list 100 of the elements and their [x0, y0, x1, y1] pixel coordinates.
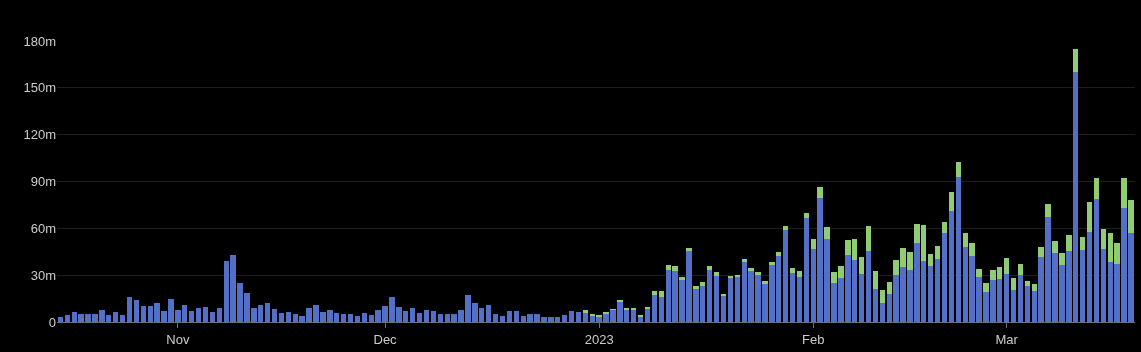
bar [789, 268, 796, 273]
bar [631, 310, 637, 322]
bar [1093, 198, 1100, 322]
bar [934, 259, 941, 322]
bar [1100, 248, 1107, 322]
y-tick-label: 90m [30, 174, 56, 190]
bar [817, 186, 823, 199]
bar [741, 259, 747, 262]
bar [64, 315, 71, 322]
bar [133, 300, 140, 322]
y-tick-label: 60m [30, 220, 56, 236]
bar [264, 302, 271, 322]
bar [803, 218, 810, 322]
bar [976, 268, 982, 277]
bar [782, 226, 789, 231]
bar [637, 314, 644, 317]
bar [140, 305, 147, 322]
bar [1038, 246, 1044, 258]
bar [195, 307, 202, 322]
bar [568, 311, 575, 322]
bar [941, 221, 948, 234]
bar [492, 314, 499, 322]
bar [561, 314, 568, 322]
bar [1031, 284, 1037, 292]
bar [506, 310, 513, 322]
bar [934, 245, 941, 260]
bar [1086, 231, 1093, 322]
y-tick-label: 150m [23, 80, 56, 96]
bar [1045, 204, 1051, 218]
bar [948, 191, 955, 212]
bar [865, 251, 872, 322]
bar [485, 304, 492, 322]
x-tick-label: Mar [995, 331, 1019, 347]
bar [734, 277, 740, 322]
bar [782, 230, 789, 322]
bar [941, 233, 948, 322]
x-tick-label: 2023 [584, 331, 614, 347]
bar [886, 282, 892, 295]
bar [789, 272, 796, 322]
bar [858, 274, 865, 322]
bar [278, 313, 285, 322]
bar [872, 288, 879, 322]
bar [865, 226, 872, 252]
bar [1079, 236, 1086, 250]
bar [734, 275, 740, 278]
bar [686, 248, 692, 252]
y-tick-label: 0 [48, 314, 56, 330]
bar [720, 295, 727, 322]
bar [1017, 264, 1024, 275]
bar [776, 251, 782, 256]
bar [810, 239, 816, 250]
bar [796, 277, 803, 322]
bar [1003, 258, 1010, 274]
bar [879, 303, 886, 322]
y-tick-label: 120m [23, 127, 56, 143]
bar [796, 271, 803, 278]
bar [624, 307, 630, 310]
bar [748, 267, 754, 271]
bar [1010, 290, 1017, 322]
bar [948, 211, 955, 322]
bar [679, 277, 685, 280]
bar [423, 310, 430, 322]
bar [361, 312, 368, 322]
bar [188, 311, 195, 322]
bar [824, 227, 830, 239]
bar [727, 278, 734, 322]
bar [202, 307, 209, 322]
bar [706, 266, 713, 271]
x-tick-label: Dec [373, 331, 398, 347]
bar [658, 291, 665, 297]
y-tick-label: 30m [30, 267, 56, 283]
bar [126, 297, 133, 322]
y-tick-label: 180m [23, 33, 56, 49]
bar [1100, 229, 1107, 249]
bar [513, 310, 519, 322]
bar [762, 280, 768, 284]
bar [347, 314, 354, 322]
bar [879, 290, 886, 304]
bar [693, 285, 699, 289]
x-tick-label: Nov [166, 331, 190, 347]
bar [1059, 252, 1065, 265]
bar [1024, 286, 1031, 322]
bar [57, 317, 64, 322]
bar [983, 283, 989, 292]
x-tick-label: Feb [802, 331, 825, 347]
bar [1003, 273, 1010, 322]
bar [755, 272, 761, 276]
bar [1066, 235, 1072, 251]
bar [285, 312, 292, 322]
bar [706, 270, 713, 322]
bar [1086, 202, 1093, 232]
bar [1093, 177, 1100, 199]
bar [769, 262, 775, 266]
bar [927, 265, 934, 322]
bar [658, 296, 665, 322]
bar [216, 308, 222, 322]
bar [700, 282, 706, 286]
bar [1010, 278, 1017, 291]
bar [955, 176, 961, 322]
bar [617, 299, 623, 303]
